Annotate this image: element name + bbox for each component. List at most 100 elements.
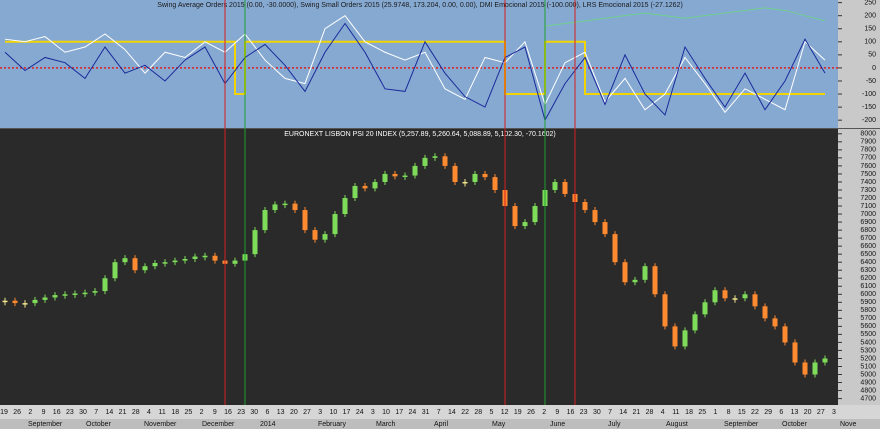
y-tick-label: 6900 xyxy=(860,219,876,226)
day-label: 3 xyxy=(318,409,322,416)
candle xyxy=(782,326,788,343)
y-tick-label: 6500 xyxy=(860,251,876,258)
candle xyxy=(262,210,268,231)
y-tick-label: 5800 xyxy=(860,307,876,314)
y-tick-label: -100 xyxy=(862,91,876,98)
day-label: 25 xyxy=(185,409,193,416)
y-tick-label: 250 xyxy=(864,0,876,6)
y-tick-label: 7600 xyxy=(860,163,876,170)
candle xyxy=(692,314,698,331)
candle xyxy=(682,330,688,347)
candle xyxy=(762,306,768,319)
y-tick-label: 4700 xyxy=(860,395,876,402)
day-axis xyxy=(0,405,880,419)
y-tick-label: 6300 xyxy=(860,267,876,274)
day-label: 24 xyxy=(356,409,364,416)
candle xyxy=(302,210,308,231)
day-label: 3 xyxy=(832,409,836,416)
candle xyxy=(512,206,518,227)
y-tick-label: 7100 xyxy=(860,203,876,210)
y-tick-label: 6700 xyxy=(860,235,876,242)
day-label: 9 xyxy=(555,409,559,416)
day-label: 19 xyxy=(514,409,522,416)
day-label: 31 xyxy=(422,409,430,416)
candle xyxy=(552,181,558,190)
candle xyxy=(822,358,828,363)
candle xyxy=(802,362,808,375)
candle xyxy=(702,302,708,315)
day-label: 30 xyxy=(79,409,87,416)
y-tick-label: 5700 xyxy=(860,315,876,322)
candle xyxy=(772,318,778,327)
day-label: 18 xyxy=(171,409,179,416)
month-label: July xyxy=(608,421,621,428)
day-label: 3 xyxy=(371,409,375,416)
y-tick-label: 5600 xyxy=(860,323,876,330)
candle xyxy=(402,175,408,178)
day-label: 5 xyxy=(490,409,494,416)
day-label: 28 xyxy=(132,409,140,416)
candle xyxy=(452,165,458,182)
month-label: October xyxy=(782,421,808,428)
candle xyxy=(612,234,618,263)
y-tick-label: 7900 xyxy=(860,139,876,146)
candle xyxy=(642,266,648,280)
candle xyxy=(82,292,88,295)
day-label: 17 xyxy=(395,409,403,416)
indicator-line xyxy=(5,40,825,96)
day-label: 10 xyxy=(382,409,390,416)
day-label: 16 xyxy=(53,409,61,416)
candle xyxy=(362,185,368,189)
candle xyxy=(792,342,798,363)
indicator-panel xyxy=(0,0,838,128)
candle xyxy=(532,206,538,223)
y-tick-label: 6800 xyxy=(860,227,876,234)
candle xyxy=(432,156,438,158)
month-label: September xyxy=(724,421,759,428)
candle xyxy=(472,173,478,182)
day-label: 2 xyxy=(542,409,546,416)
day-label: 25 xyxy=(698,409,706,416)
indicator-line xyxy=(544,7,826,27)
day-label: 15 xyxy=(738,409,746,416)
candle xyxy=(122,258,128,263)
candle xyxy=(132,258,138,271)
day-label: 26 xyxy=(527,409,535,416)
candle xyxy=(172,260,178,263)
month-label: December xyxy=(202,421,235,428)
y-tick-label: 5200 xyxy=(860,355,876,362)
day-label: 9 xyxy=(42,409,46,416)
candle xyxy=(312,230,318,240)
day-label: 23 xyxy=(237,409,245,416)
candle xyxy=(272,204,278,211)
y-tick-label: -200 xyxy=(862,117,876,124)
candle xyxy=(2,300,8,303)
candle xyxy=(52,295,58,298)
candle xyxy=(212,255,218,261)
candle xyxy=(42,297,48,300)
candle xyxy=(22,303,28,305)
candle xyxy=(412,165,418,176)
y-tick-label: 7500 xyxy=(860,171,876,178)
day-label: 16 xyxy=(567,409,575,416)
y-tick-label: 7000 xyxy=(860,211,876,218)
day-label: 20 xyxy=(804,409,812,416)
month-label: February xyxy=(318,421,347,428)
y-tick-label: 6400 xyxy=(860,259,876,266)
candle xyxy=(622,262,628,283)
candle xyxy=(12,300,18,304)
indicator-line xyxy=(4,15,826,114)
y-tick-label: 7700 xyxy=(860,155,876,162)
candle xyxy=(592,210,598,223)
day-label: 16 xyxy=(224,409,232,416)
day-label: 24 xyxy=(409,409,417,416)
candle xyxy=(112,262,118,279)
y-tick-label: 150 xyxy=(864,26,876,33)
day-label: 4 xyxy=(147,409,151,416)
indicator-title: Swing Average Orders 2015 (0.00, -30.000… xyxy=(157,2,683,9)
candle xyxy=(672,326,678,347)
candle xyxy=(662,294,668,327)
day-label: 22 xyxy=(461,409,469,416)
y-tick-label: 100 xyxy=(864,39,876,46)
y-tick-label: 5500 xyxy=(860,331,876,338)
